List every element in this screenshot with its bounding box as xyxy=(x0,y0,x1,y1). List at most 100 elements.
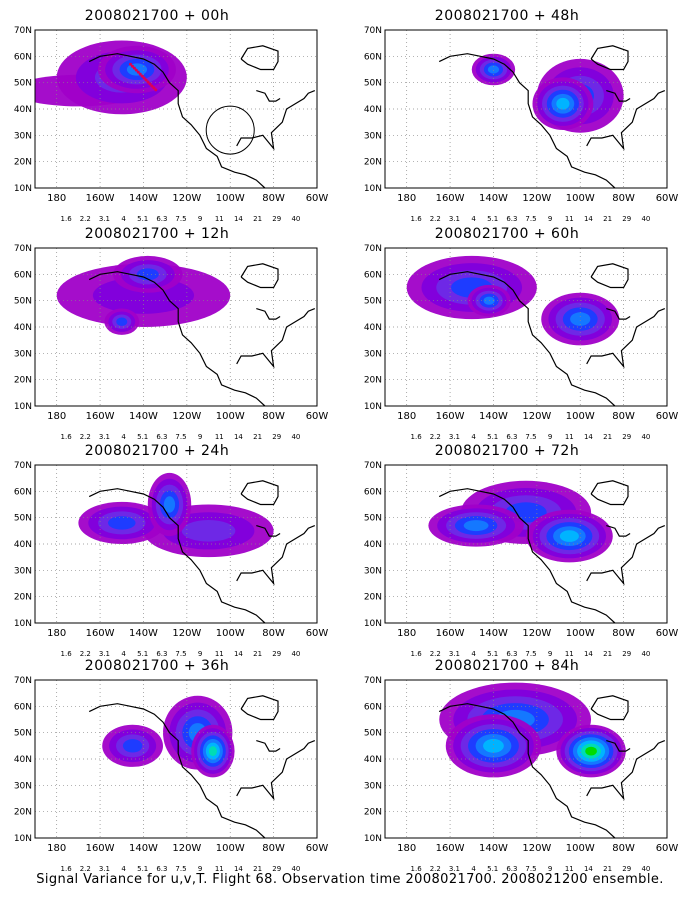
lon-tick-label: 180 xyxy=(47,628,66,639)
colorbar-label: 3.1 xyxy=(99,215,110,223)
observation-point xyxy=(138,72,142,76)
observation-points xyxy=(128,62,158,92)
coastline xyxy=(88,271,266,406)
observation-point xyxy=(134,68,138,72)
colorbar-label: 9 xyxy=(198,215,202,223)
lon-tick-label: 180 xyxy=(47,843,66,854)
observation-point xyxy=(136,70,140,74)
lon-tick-label: 80W xyxy=(262,193,285,204)
colorbar-label: 5.1 xyxy=(137,650,148,658)
colorbar-label: 21 xyxy=(603,650,612,658)
colorbar-label: 14 xyxy=(234,650,243,658)
colorbar-label: 6.3 xyxy=(506,433,517,441)
map-plot: 180 160W 140W 120W 100W 80W 60W 10N 20N 30N 40N 50N… xyxy=(364,244,679,441)
colorbar-label: 40 xyxy=(641,215,650,223)
lat-tick-label: 50N xyxy=(364,297,382,307)
lon-tick-label: 140W xyxy=(479,193,508,204)
lat-tick-label: 70N xyxy=(364,676,382,686)
panel-title: 2008021700 + 72h xyxy=(434,443,580,459)
lon-tick-label: 160W xyxy=(86,843,115,854)
coastline xyxy=(240,263,279,289)
colorbar-label: 3.1 xyxy=(449,650,460,658)
panel-72h: 2008021700 + 72h 180 160W 140W 120W 100W 80W 6… xyxy=(352,443,682,665)
highlight-circle xyxy=(205,105,255,155)
lat-tick-label: 70N xyxy=(364,461,382,471)
colorbar-label: 11 xyxy=(215,650,224,658)
colorbar-label: 29 xyxy=(622,865,631,873)
colorbar-label: 29 xyxy=(272,650,281,658)
lat-tick-label: 50N xyxy=(364,729,382,739)
lat-tick-label: 50N xyxy=(364,79,382,89)
map-plot: 180 160W 140W 120W 100W 80W 60W 10N 20N 30N 40N 50N… xyxy=(14,244,329,441)
observation-point xyxy=(144,78,148,82)
shaded-field xyxy=(471,53,624,133)
observation-point xyxy=(140,74,144,78)
coastline xyxy=(88,488,266,623)
coastline xyxy=(256,740,281,752)
lon-tick-label: 180 xyxy=(397,193,416,204)
panel-title: 2008021700 + 48h xyxy=(434,8,580,24)
lon-tick-label: 180 xyxy=(47,411,66,422)
colorbar-label: 11 xyxy=(215,433,224,441)
panel-36h: 2008021700 + 36h 180 160W 140W 120W 100W 80W 6… xyxy=(2,658,332,880)
panel-00h: 2008021700 + 00h 180 160W 140W 120W 100W 80W 6… xyxy=(2,8,332,230)
colorbar-label: 2.2 xyxy=(430,865,441,873)
lat-tick-label: 60N xyxy=(14,487,32,497)
lat-tick-label: 10N xyxy=(364,184,382,194)
lat-tick-label: 50N xyxy=(14,514,32,524)
colorbar-label: 7.5 xyxy=(175,865,186,873)
colorbar-label: 29 xyxy=(272,865,281,873)
colorbar-label: 40 xyxy=(641,433,650,441)
variance-contour xyxy=(559,530,579,542)
plot-frame xyxy=(34,679,318,839)
coastline xyxy=(236,308,316,369)
colorbar-label: 4 xyxy=(121,650,126,658)
variance-contour xyxy=(116,317,128,326)
colorbar-label: 3.1 xyxy=(449,433,460,441)
lon-tick-label: 140W xyxy=(479,843,508,854)
variance-contour xyxy=(122,739,143,753)
coastlines xyxy=(438,480,666,623)
map-plot: 180 160W 140W 120W 100W 80W 60W 10N 20N 30N 40N 50N… xyxy=(364,676,679,873)
colorbar-label: 1.6 xyxy=(411,215,423,223)
lon-tick-label: 160W xyxy=(436,193,465,204)
colorbar-label: 7.5 xyxy=(525,433,536,441)
observation-point xyxy=(152,86,156,90)
lat-tick-label: 10N xyxy=(364,834,382,844)
coastlines xyxy=(438,263,666,406)
lat-tick-label: 70N xyxy=(14,676,32,686)
shaded-field xyxy=(428,480,613,563)
colorbar-label: 2.2 xyxy=(430,650,441,658)
lon-tick-label: 180 xyxy=(397,411,416,422)
lon-tick-label: 80W xyxy=(262,628,285,639)
colorbar-label: 2.2 xyxy=(430,433,441,441)
lat-tick-label: 70N xyxy=(14,461,32,471)
colorbar-label: 2.2 xyxy=(80,865,91,873)
coastline xyxy=(590,45,629,71)
colorbar-label: 21 xyxy=(253,215,262,223)
lon-tick-label: 60W xyxy=(306,843,329,854)
lat-tick-label: 40N xyxy=(14,323,32,333)
lat-tick-label: 50N xyxy=(364,514,382,524)
map-plot: 180 160W 140W 120W 100W 80W 60W 10N 20N 30N 40N 50N… xyxy=(14,26,329,223)
lon-tick-label: 80W xyxy=(612,411,635,422)
map-plot: 180 160W 140W 120W 100W 80W 60W 10N 20N 30N 40N 50N… xyxy=(14,461,329,658)
panel-title: 2008021700 + 24h xyxy=(84,443,230,459)
colorbar-label: 3.1 xyxy=(99,865,110,873)
lon-tick-label: 100W xyxy=(566,193,595,204)
variance-contour xyxy=(208,746,217,757)
colorbar-label: 5.1 xyxy=(137,865,148,873)
coastline xyxy=(236,90,316,151)
coastline xyxy=(438,271,616,406)
colorbar-label: 5.1 xyxy=(487,215,498,223)
lat-tick-label: 30N xyxy=(364,566,382,576)
colorbar-label: 11 xyxy=(565,865,574,873)
lon-tick-label: 120W xyxy=(172,843,201,854)
lat-tick-label: 60N xyxy=(364,52,382,62)
colorbar-label: 6.3 xyxy=(506,215,517,223)
colorbar-label: 2.2 xyxy=(80,433,91,441)
lon-tick-label: 80W xyxy=(262,411,285,422)
lat-tick-label: 20N xyxy=(364,158,382,168)
variance-contour xyxy=(585,746,597,756)
lon-tick-label: 60W xyxy=(306,628,329,639)
